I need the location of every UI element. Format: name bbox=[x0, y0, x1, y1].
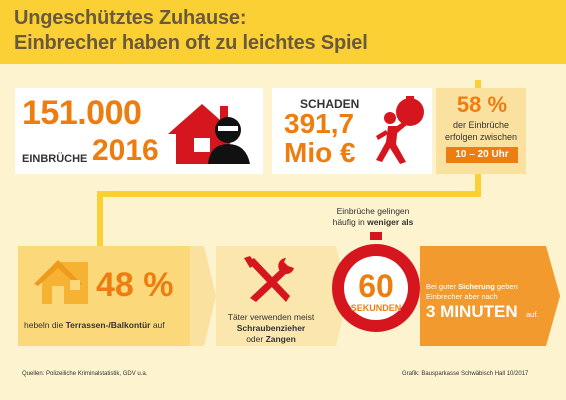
house-burglar-icon bbox=[168, 104, 250, 164]
damage-label: SCHADEN bbox=[300, 97, 360, 111]
entry-percent: 48 % bbox=[96, 266, 174, 304]
header-banner bbox=[0, 0, 566, 64]
time-text-line1: der Einbrüche bbox=[452, 120, 510, 130]
credit-note: Grafik: Bausparkasse Schwäbisch Hall 10/… bbox=[402, 371, 529, 377]
timer-caption-line2: häufig in weniger als bbox=[332, 217, 414, 227]
stopwatch-icon bbox=[332, 232, 420, 332]
house-icon bbox=[34, 260, 88, 304]
screwdriver-wrench-icon bbox=[244, 256, 294, 302]
time-percent: 58 % bbox=[456, 92, 508, 117]
tools-line3: oder Zangen bbox=[246, 334, 296, 344]
security-suffix: auf. bbox=[526, 310, 539, 319]
security-big: 3 MINUTEN bbox=[426, 302, 518, 321]
security-panel bbox=[420, 246, 540, 346]
time-text-line2: erfolgen zwischen bbox=[444, 132, 518, 142]
time-range-badge: 10 – 20 Uhr bbox=[446, 147, 518, 163]
source-note: Quellen: Polizeiliche Kriminalstatistik,… bbox=[22, 371, 148, 377]
timer-number: 60 bbox=[358, 268, 394, 304]
page-title-line1: Ungeschütztes Zuhause: bbox=[14, 7, 247, 29]
page-title-line2: Einbrecher haben oft zu leichtes Spiel bbox=[14, 32, 368, 54]
timer-caption-line1: Einbrüche gelingen bbox=[336, 206, 410, 216]
running-thief-icon bbox=[376, 96, 424, 164]
tools-line2: Schraubenzieher bbox=[236, 323, 306, 333]
burglaries-label: EINBRÜCHE bbox=[22, 153, 88, 165]
entry-text: hebeln die Terrassen-/Balkontür auf bbox=[24, 320, 165, 330]
burglaries-year: 2016 bbox=[92, 134, 159, 167]
arrow-3 bbox=[540, 246, 560, 346]
burglaries-number: 151.000 bbox=[22, 94, 142, 132]
timer-unit: SEKUNDEN bbox=[350, 303, 402, 313]
arrow-1 bbox=[190, 246, 216, 346]
tools-panel bbox=[216, 246, 326, 346]
security-line2: Einbrecher aber nach bbox=[426, 292, 498, 301]
damage-unit: Mio € bbox=[284, 137, 356, 168]
security-line1: Bei guter Sicherung geben bbox=[426, 282, 518, 291]
damage-value: 391,7 bbox=[284, 108, 355, 139]
tools-line1: Täter verwenden meist bbox=[227, 312, 315, 322]
